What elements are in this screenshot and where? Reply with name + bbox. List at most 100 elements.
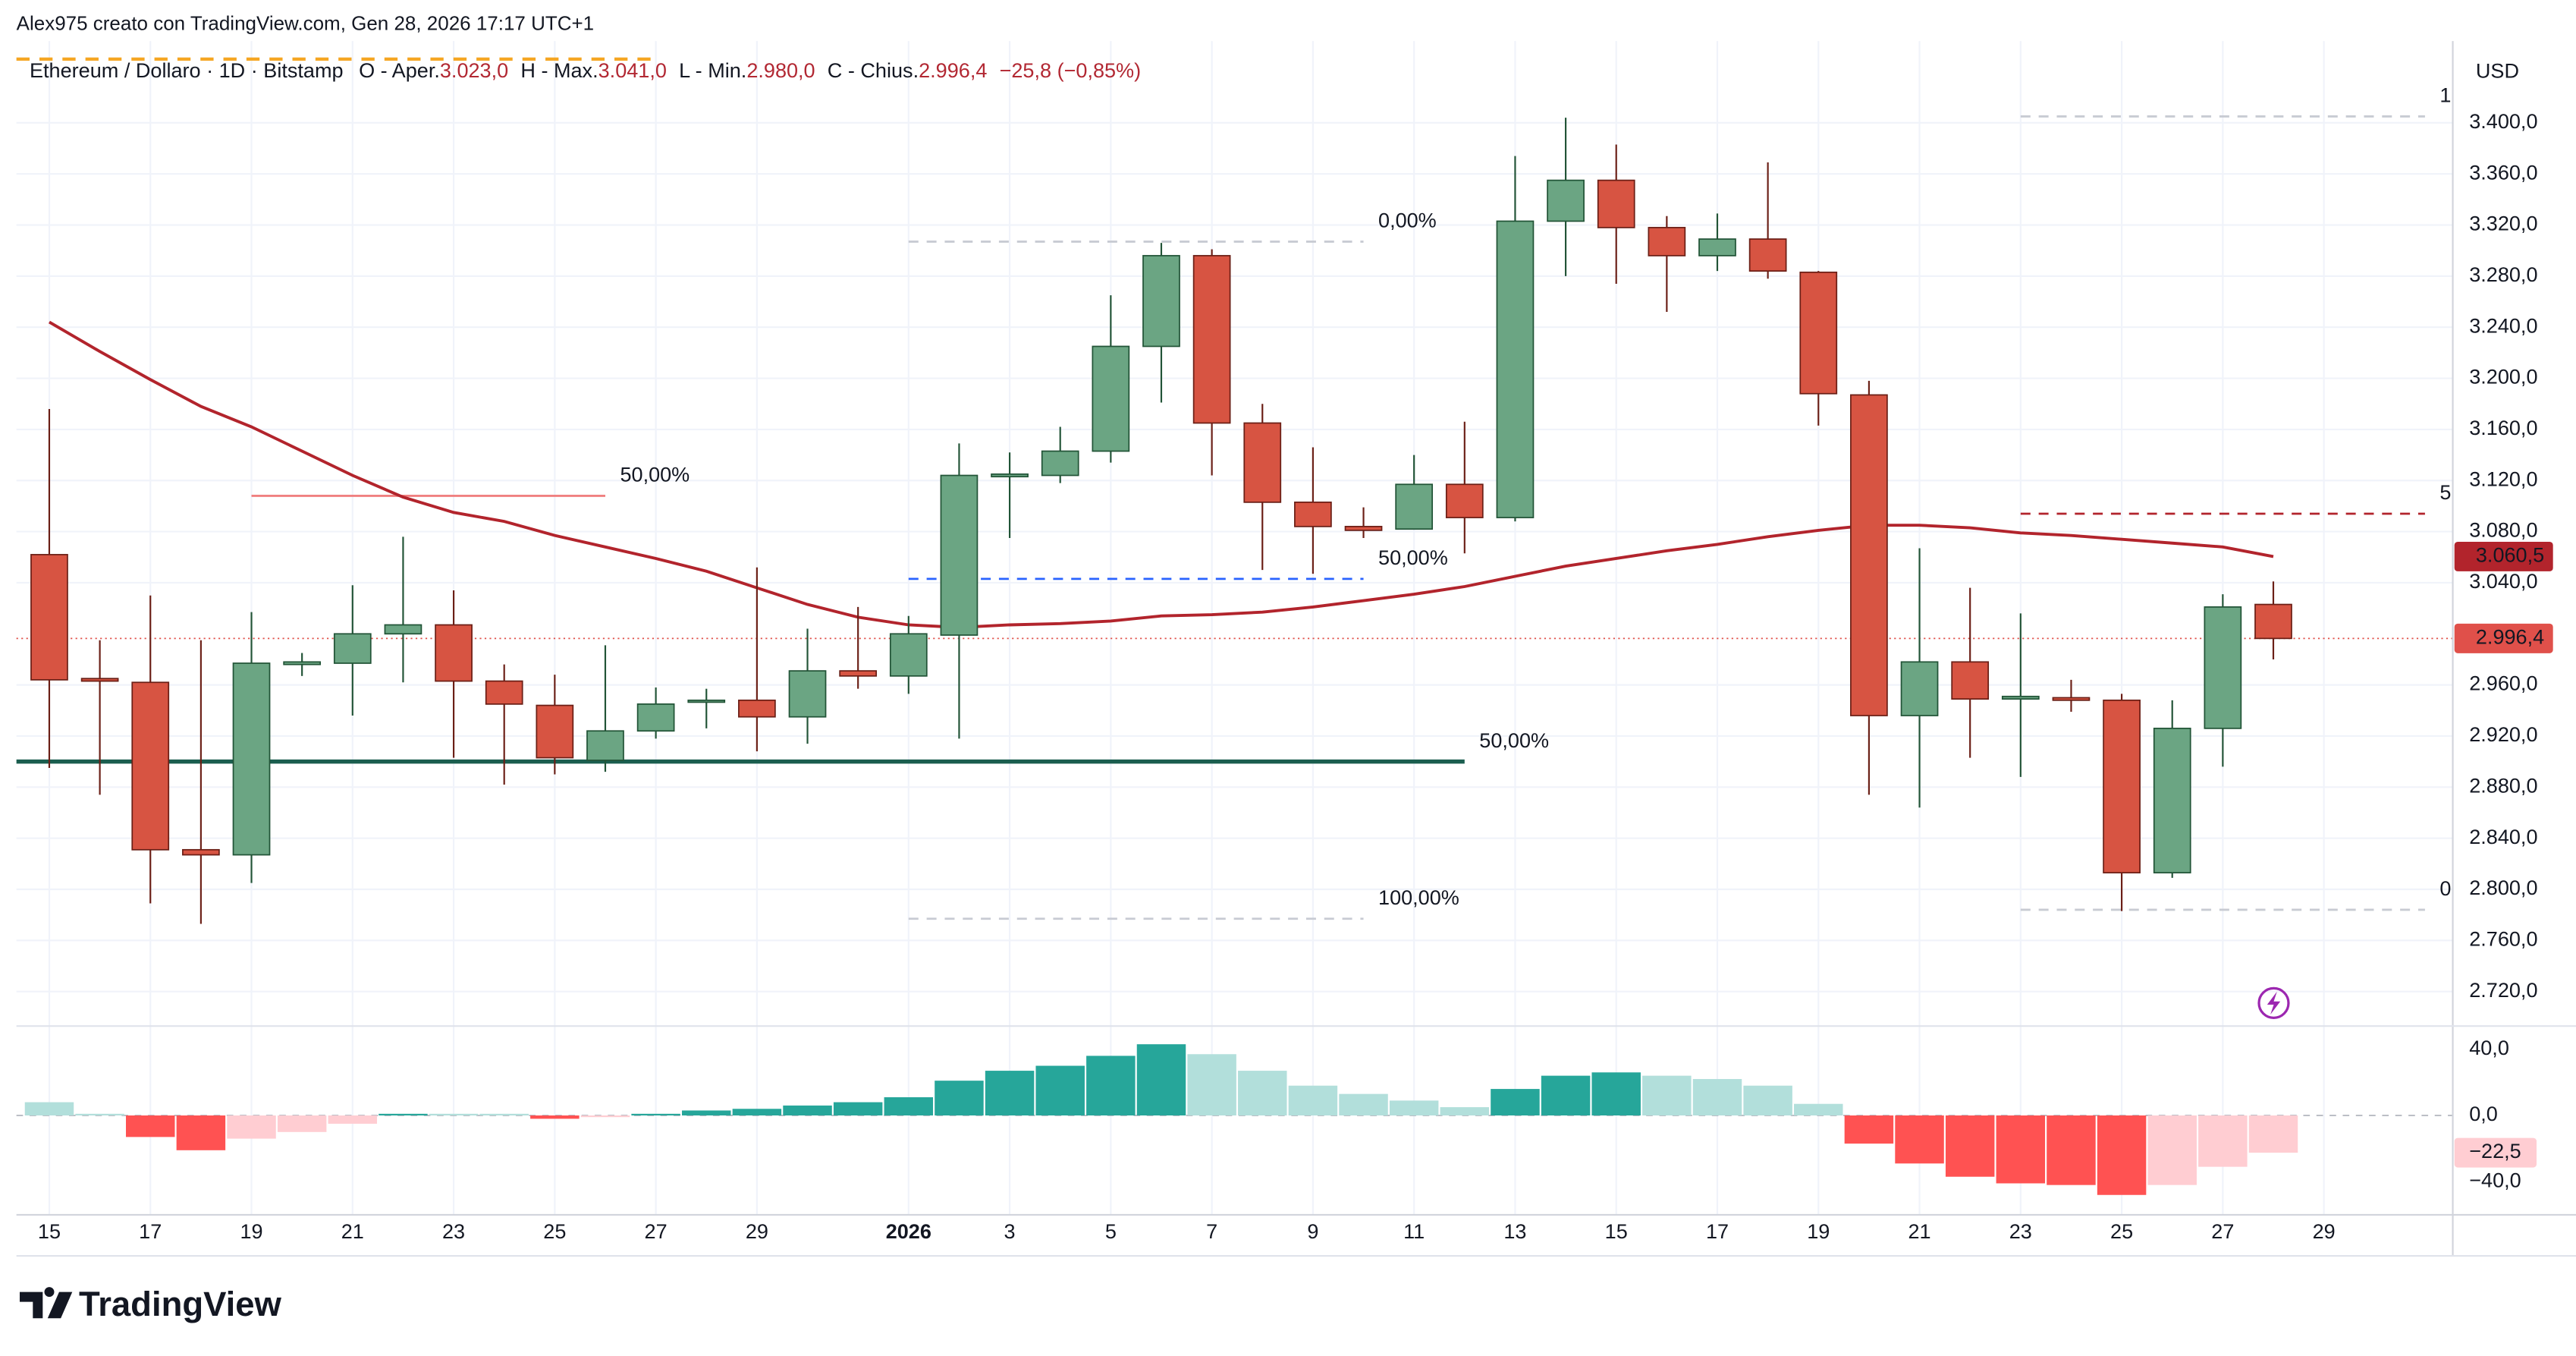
currency: USD: [2476, 59, 2519, 82]
x-tick-label: 5: [1105, 1220, 1117, 1243]
ma-price-label: 3.060,5: [2476, 544, 2544, 567]
candle-body: [2153, 728, 2191, 873]
osc-tick-label: −40,0: [2469, 1169, 2521, 1191]
x-tick-label: 19: [240, 1220, 262, 1243]
candle-body: [2254, 603, 2292, 640]
legend: Ethereum / Dollaro · 1D · Bitstamp O - A…: [30, 59, 1141, 82]
y-tick-label: 2.840,0: [2469, 826, 2537, 848]
osc-bar: [985, 1071, 1035, 1115]
osc-bar: [783, 1105, 832, 1115]
osc-bar: [2147, 1115, 2197, 1185]
osc-bar: [1642, 1075, 1692, 1115]
level-label: 0: [2439, 877, 2451, 900]
y-tick-label: 3.400,0: [2469, 110, 2537, 133]
candle-body: [1951, 661, 1990, 700]
low-label: L - Min.: [679, 59, 746, 82]
osc-bar: [530, 1115, 580, 1119]
level-label: 50,00%: [1479, 729, 1549, 752]
osc-bar: [1035, 1065, 1085, 1115]
candle-body: [1192, 255, 1231, 424]
osc-bar: [1895, 1115, 1944, 1164]
osc-bar: [884, 1096, 934, 1115]
osc-bar: [631, 1113, 680, 1115]
y-tick-label: 2.800,0: [2469, 876, 2537, 899]
candle-body: [738, 699, 776, 718]
level-label: 5: [2439, 481, 2451, 504]
y-tick-label: 3.240,0: [2469, 314, 2537, 337]
x-tick-label: 23: [442, 1220, 465, 1243]
osc-bar: [24, 1102, 74, 1115]
x-tick-label: 23: [2009, 1220, 2032, 1243]
y-tick-label: 2.720,0: [2469, 979, 2537, 1002]
y-tick-label: 2.880,0: [2469, 774, 2537, 797]
x-tick-label: 27: [645, 1220, 668, 1243]
open-label: O - Aper.: [359, 59, 440, 82]
symbol: Ethereum / Dollaro · 1D · Bitstamp: [30, 59, 344, 82]
candle-body: [384, 624, 423, 635]
x-tick-label: 15: [1605, 1220, 1628, 1243]
candle-body: [1850, 394, 1888, 716]
logo-mark: [19, 1287, 73, 1319]
x-tick-label: 21: [341, 1220, 364, 1243]
moving-average: [48, 320, 2274, 629]
y-tick-label: 3.160,0: [2469, 417, 2537, 439]
osc-bar: [2248, 1115, 2298, 1153]
candle-body: [131, 681, 170, 851]
osc-bar: [580, 1115, 630, 1118]
x-tick-label: 3: [1004, 1220, 1016, 1243]
candle-body: [1698, 238, 1736, 256]
y-tick-label: 2.760,0: [2469, 927, 2537, 950]
osc-bar: [1288, 1085, 1338, 1115]
icon-circle: [2257, 986, 2290, 1019]
ma-price-box: [2454, 541, 2553, 571]
candle-body: [1597, 179, 1635, 228]
osc-bar: [1086, 1056, 1136, 1115]
osc-bar: [429, 1113, 479, 1115]
osc-bar: [1945, 1115, 1995, 1177]
candle-body: [1900, 661, 1939, 716]
y-tick-label: 2.920,0: [2469, 723, 2537, 746]
osc-bar: [1996, 1115, 2046, 1184]
candle-body: [182, 848, 220, 856]
candle-body: [2103, 699, 2141, 873]
level-label: 50,00%: [620, 464, 690, 486]
candle-body: [1041, 450, 1079, 477]
high-label: H - Max.: [520, 59, 598, 82]
x-tick-label: 7: [1206, 1220, 1217, 1243]
lightning-icon[interactable]: [2257, 986, 2290, 1019]
osc-bar: [2097, 1115, 2147, 1195]
candle-body: [283, 661, 322, 665]
oscillator: [16, 1044, 2453, 1195]
level-label: 1: [2439, 84, 2451, 107]
level-label: 100,00%: [1378, 886, 1459, 909]
current-price-box: [2454, 623, 2553, 653]
candle-body: [333, 633, 372, 664]
x-tick-label: 17: [1706, 1220, 1729, 1243]
watermark: Alex975 creato con TradingView.com, Gen …: [17, 11, 594, 34]
osc-bar: [1136, 1044, 1186, 1115]
osc-tick-label: 0,0: [2469, 1103, 2498, 1125]
candle-body: [1748, 238, 1787, 272]
candle-body: [1092, 345, 1130, 452]
candle-body: [889, 633, 928, 677]
y-tick-label: 3.360,0: [2469, 161, 2537, 184]
candle-body: [1243, 422, 1282, 503]
osc-bar: [732, 1109, 782, 1115]
x-tick-label: 11: [1403, 1220, 1425, 1243]
osc-bar: [479, 1113, 529, 1115]
osc-bar: [833, 1102, 883, 1115]
candle-body: [1395, 483, 1434, 530]
open-value: 3.023,0: [440, 59, 508, 82]
x-tick-label: 2026: [886, 1220, 931, 1243]
x-tick-label: 25: [543, 1220, 566, 1243]
candle-body: [991, 473, 1029, 478]
logo-text: TradingView: [79, 1285, 282, 1323]
candle-body: [1344, 525, 1383, 531]
candle-body: [1142, 255, 1180, 348]
osc-bar: [1187, 1054, 1236, 1115]
candle-body: [1294, 502, 1332, 527]
candle-body: [232, 662, 271, 856]
brand-logo: TradingView: [19, 1285, 282, 1323]
x-tick-label: 25: [2110, 1220, 2133, 1243]
